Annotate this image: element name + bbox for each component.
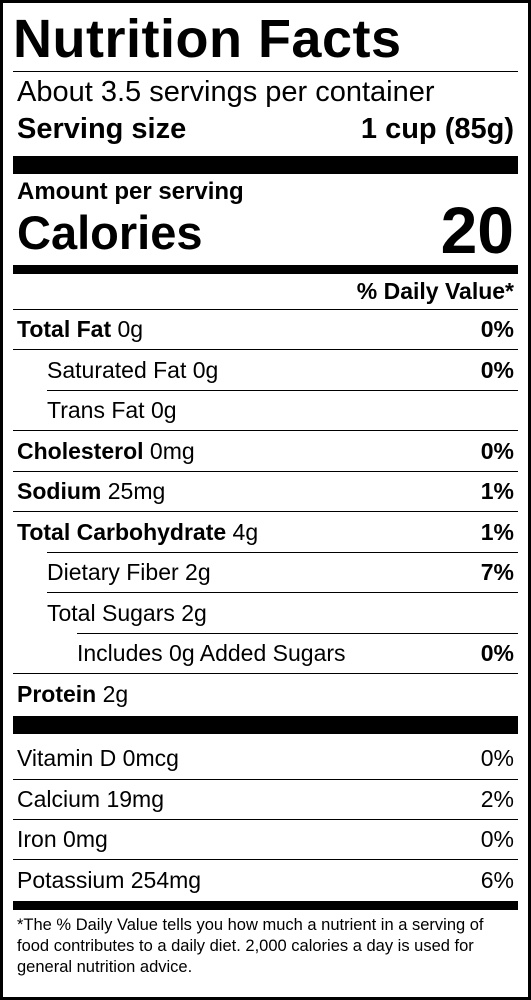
divider	[47, 390, 518, 391]
divider	[13, 859, 518, 860]
vitamin-row-calcium: Calcium 19mg 2%	[17, 779, 514, 819]
serving-size-row: Serving size 1 cup (85g)	[17, 111, 514, 147]
nutrient-row-dietary-fiber: Dietary Fiber 2g 7%	[47, 552, 514, 592]
thick-divider	[13, 716, 518, 734]
divider	[47, 592, 518, 593]
nutrient-row-trans-fat: Trans Fat 0g	[47, 390, 514, 430]
nutrient-dv: 7%	[480, 559, 514, 585]
nutrient-name: Total Sugars 2g	[47, 600, 207, 626]
amount-per-serving: Amount per serving	[17, 178, 244, 205]
calories-label: Calories	[17, 206, 203, 259]
divider	[13, 511, 518, 512]
nutrient-name: Total Fat 0g	[17, 316, 144, 342]
nutrient-name: Protein 2g	[17, 681, 129, 707]
divider	[77, 633, 518, 634]
serving-size-value: 1 cup (85g)	[360, 113, 514, 145]
nutrient-row-total-fat: Total Fat 0g 0%	[17, 309, 514, 349]
divider	[13, 430, 518, 431]
nutrient-dv: 1%	[480, 519, 514, 545]
nutrient-name: Dietary Fiber 2g	[47, 559, 211, 585]
vitamin-dv: 2%	[480, 786, 514, 812]
vitamin-row-iron: Iron 0mg 0%	[17, 819, 514, 859]
thick-divider	[13, 156, 518, 174]
calories-value: 20	[440, 193, 514, 267]
servings-per-container: About 3.5 servings per container	[17, 76, 435, 108]
label-title: Nutrition Facts	[13, 9, 402, 69]
footnote: *The % Daily Value tells you how much a …	[17, 916, 484, 976]
vitamin-dv: 0%	[480, 826, 514, 852]
nutrient-name: Trans Fat 0g	[47, 397, 177, 423]
divider	[47, 552, 518, 553]
nutrient-name: Saturated Fat 0g	[47, 357, 219, 383]
nutrient-row-total-carbohydrate: Total Carbohydrate 4g 1%	[17, 512, 514, 552]
nutrient-row-cholesterol: Cholesterol 0mg 0%	[17, 431, 514, 471]
serving-size-label: Serving size	[17, 113, 187, 145]
divider	[13, 673, 518, 674]
vitamin-row-potassium: Potassium 254mg 6%	[17, 860, 514, 900]
nutrient-dv: 0%	[480, 640, 514, 666]
vitamin-name: Vitamin D 0mcg	[17, 745, 179, 771]
vitamin-name: Potassium 254mg	[17, 867, 202, 893]
divider	[13, 349, 518, 350]
vitamin-name: Calcium 19mg	[17, 786, 164, 812]
nutrient-dv: 0%	[480, 357, 514, 383]
nutrient-name: Includes 0g Added Sugars	[77, 640, 346, 666]
medium-divider	[13, 901, 518, 910]
nutrient-name: Cholesterol 0mg	[17, 438, 195, 464]
vitamin-dv: 6%	[480, 867, 514, 893]
nutrient-row-protein: Protein 2g	[17, 674, 514, 714]
daily-value-header: % Daily Value*	[356, 278, 514, 304]
nutrient-row-added-sugars: Includes 0g Added Sugars 0%	[77, 633, 514, 673]
nutrient-row-sodium: Sodium 25mg 1%	[17, 471, 514, 511]
nutrient-row-saturated-fat: Saturated Fat 0g 0%	[47, 350, 514, 390]
nutrient-row-total-sugars: Total Sugars 2g	[47, 593, 514, 633]
divider	[13, 309, 518, 310]
divider	[13, 471, 518, 472]
nutrient-dv: 1%	[480, 478, 514, 504]
nutrient-name: Sodium 25mg	[17, 478, 166, 504]
divider	[13, 779, 518, 780]
divider	[13, 71, 518, 72]
divider	[13, 819, 518, 820]
nutrient-dv: 0%	[480, 438, 514, 464]
vitamin-name: Iron 0mg	[17, 826, 108, 852]
vitamin-dv: 0%	[480, 745, 514, 771]
nutrient-dv: 0%	[480, 316, 514, 342]
medium-divider	[13, 265, 518, 274]
nutrient-name: Total Carbohydrate 4g	[17, 519, 259, 545]
vitamin-row-vitamin-d: Vitamin D 0mcg 0%	[17, 738, 514, 778]
